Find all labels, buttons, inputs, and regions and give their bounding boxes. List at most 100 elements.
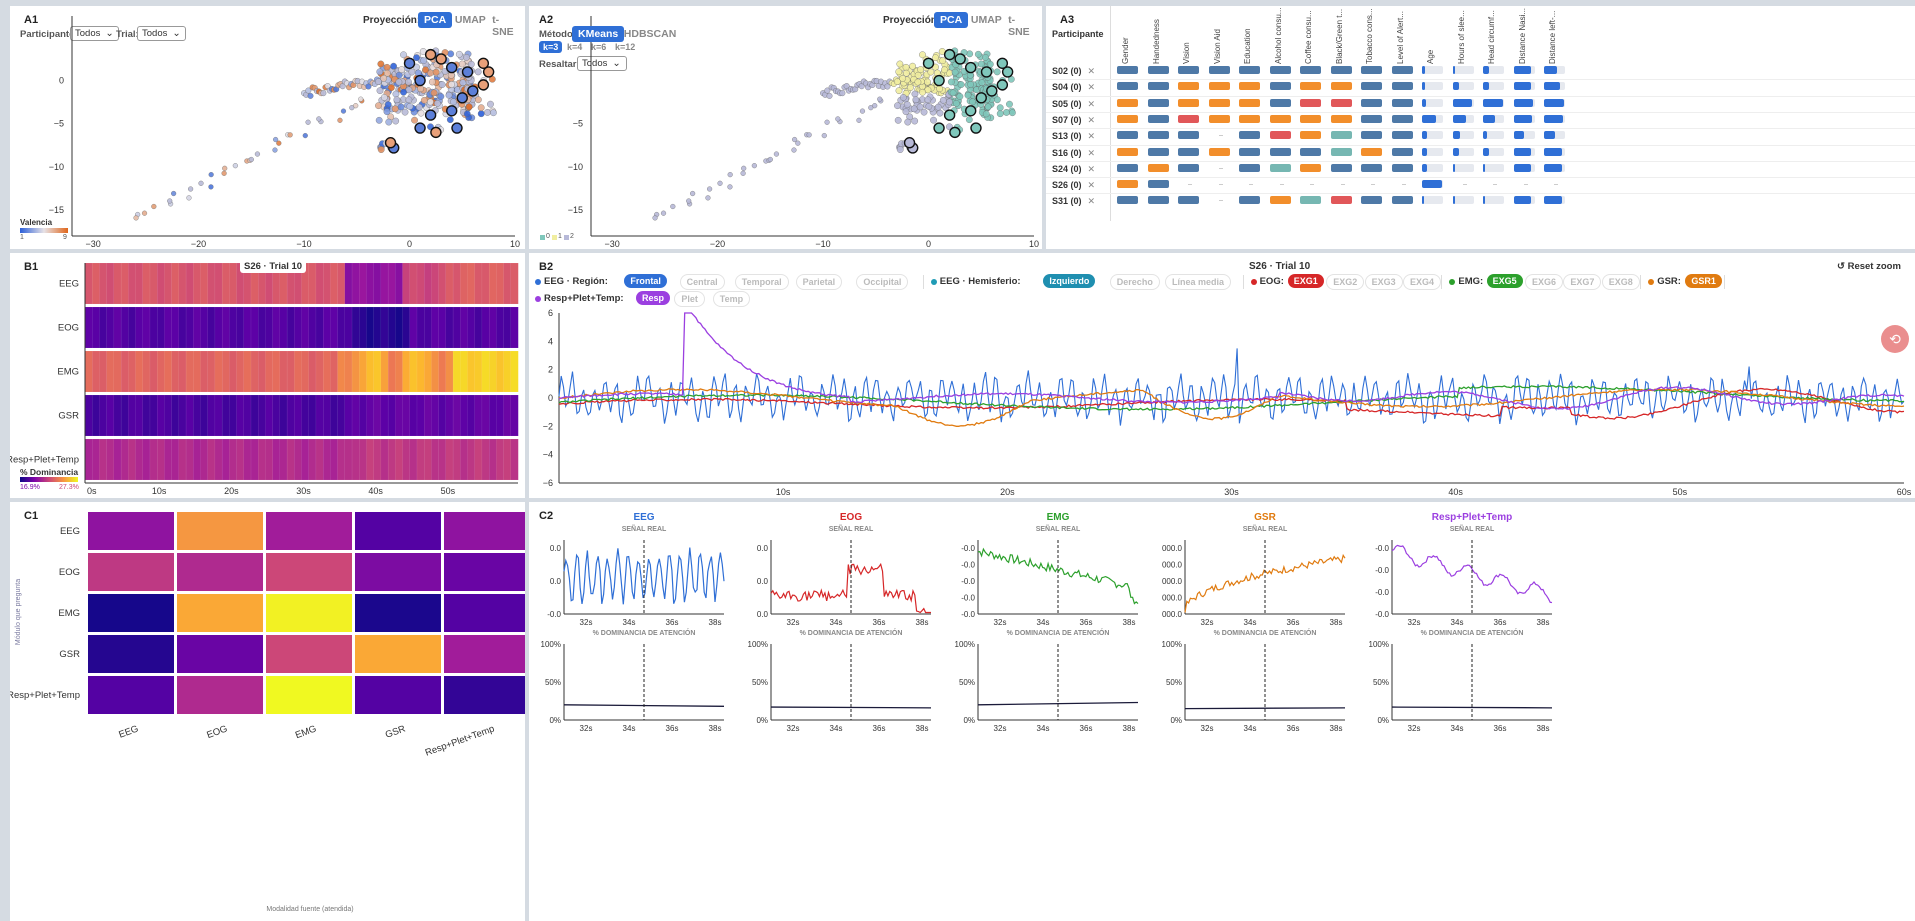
participant-row-label: S04 (0) ✕ bbox=[1052, 82, 1095, 93]
filter-pill[interactable]: Temporal bbox=[734, 274, 789, 290]
c2-real-y-tick: 0.0 bbox=[550, 544, 562, 553]
remove-participant-icon[interactable]: ✕ bbox=[1087, 131, 1096, 142]
b1-cell bbox=[366, 438, 375, 481]
b2-x-tick: 30s bbox=[1224, 487, 1239, 497]
filter-pill[interactable]: Parietal bbox=[795, 274, 843, 290]
category-cell bbox=[1300, 147, 1321, 156]
a2-method-tab-0[interactable]: KMeans bbox=[572, 26, 625, 42]
highlighted-point bbox=[996, 57, 1009, 69]
filter-pill[interactable]: Occipital bbox=[856, 274, 909, 290]
remove-participant-icon[interactable]: ✕ bbox=[1087, 114, 1096, 125]
b1-cell bbox=[164, 350, 173, 393]
remove-participant-icon[interactable]: ✕ bbox=[1087, 66, 1096, 76]
c2-real-x-tick: 34s bbox=[1244, 618, 1257, 627]
category-cell bbox=[1361, 163, 1382, 172]
highlighted-point bbox=[975, 92, 987, 104]
c1-attention-matrix[interactable]: EEG EOG EMG GSR Resp+Plet+Temp EEG EOG EMG GSR Re… bbox=[10, 502, 525, 921]
b1-cell bbox=[236, 394, 245, 437]
category-cell bbox=[1269, 98, 1291, 107]
scatter-point bbox=[930, 116, 937, 124]
b1-cell bbox=[193, 262, 201, 305]
c2-att-x-tick: 38s bbox=[1537, 724, 1550, 733]
b1-cell bbox=[120, 262, 129, 305]
participant-select[interactable]: Todos bbox=[70, 26, 119, 41]
trial-select[interactable]: Todos bbox=[137, 26, 186, 41]
k-tab-3[interactable]: k=12 bbox=[615, 42, 636, 52]
k-tab-0[interactable]: k=3 bbox=[539, 41, 563, 53]
k-tab-2[interactable]: k=6 bbox=[591, 42, 607, 52]
filter-pill[interactable]: Izquierdo bbox=[1043, 274, 1096, 288]
translate-icon[interactable]: ⟲ bbox=[1881, 325, 1909, 353]
filter-pill[interactable]: EXG5 bbox=[1486, 274, 1523, 288]
b1-cell bbox=[503, 438, 512, 481]
remove-participant-icon[interactable]: ✕ bbox=[1087, 196, 1096, 207]
remove-participant-icon[interactable]: ✕ bbox=[1087, 163, 1096, 174]
a2-method-tab-1[interactable]: HDBSCAN bbox=[623, 28, 677, 40]
filter-pill[interactable]: Plet bbox=[674, 291, 705, 307]
b2-title: S26 · Trial 10 bbox=[1249, 261, 1311, 272]
b1-cell bbox=[229, 394, 237, 437]
a1-projection-tab-0[interactable]: PCA bbox=[418, 12, 453, 28]
remove-participant-icon[interactable]: ✕ bbox=[1087, 82, 1096, 93]
numeric-cell-track bbox=[1483, 66, 1504, 74]
filter-pill[interactable]: Temp bbox=[712, 291, 751, 307]
numeric-cell-track bbox=[1422, 66, 1443, 74]
b1-cell bbox=[351, 438, 360, 481]
b1-cell bbox=[387, 262, 396, 305]
filter-pill[interactable]: EXG4 bbox=[1403, 274, 1442, 290]
category-cell bbox=[1330, 98, 1352, 107]
scatter-point bbox=[353, 103, 359, 109]
valence-legend-min: 1 bbox=[20, 234, 24, 241]
filter-pill[interactable]: EXG6 bbox=[1525, 274, 1564, 290]
filter-pill[interactable]: Línea media bbox=[1165, 274, 1232, 290]
highlight-select[interactable]: Todos bbox=[577, 56, 627, 71]
category-cell bbox=[1300, 66, 1321, 74]
b1-dominance-heatmap[interactable]: EEG EOG EMG GSR Resp+Plet+Temp 0s 10s 20s 30s 40s… bbox=[10, 253, 525, 498]
filter-pill[interactable]: GSR1 bbox=[1685, 274, 1722, 288]
category-cell bbox=[1361, 66, 1382, 74]
y-tick-label: −15 bbox=[568, 205, 583, 215]
filter-pill[interactable]: Resp bbox=[636, 291, 671, 305]
highlighted-point bbox=[943, 48, 956, 61]
remove-participant-icon[interactable]: ✕ bbox=[1087, 98, 1096, 109]
remove-participant-icon[interactable]: ✕ bbox=[1087, 147, 1096, 158]
a1-projection-tab-2[interactable]: t-SNE bbox=[492, 14, 514, 38]
a2-projection-tab-1[interactable]: UMAP bbox=[970, 14, 1002, 26]
b1-cell bbox=[474, 350, 483, 393]
participant-id: S31 (0) bbox=[1052, 196, 1082, 207]
a2-projection-tab-0[interactable]: PCA bbox=[934, 12, 969, 28]
b2-x-tick: 40s bbox=[1448, 487, 1463, 497]
category-cell bbox=[1147, 196, 1169, 205]
b1-cell bbox=[359, 350, 367, 393]
highlighted-point bbox=[949, 126, 961, 139]
scatter-point bbox=[965, 116, 973, 124]
k-tab-1[interactable]: k=4 bbox=[567, 42, 583, 52]
filter-pill[interactable]: EXG1 bbox=[1287, 274, 1324, 288]
filter-pill[interactable]: EXG3 bbox=[1364, 274, 1403, 290]
filter-pill[interactable]: Derecho bbox=[1109, 274, 1160, 290]
scatter-point bbox=[974, 50, 982, 58]
c1-row-label: GSR bbox=[59, 649, 80, 660]
b1-cell bbox=[142, 262, 151, 305]
remove-participant-icon[interactable]: ✕ bbox=[1087, 180, 1096, 191]
filter-pill[interactable]: EXG2 bbox=[1326, 274, 1365, 290]
filter-pill[interactable]: EXG8 bbox=[1601, 274, 1640, 290]
b1-cell bbox=[424, 262, 432, 305]
a1-scatter-plot[interactable]: −30 −20 −10 0 10 0 −5 −10 −15 bbox=[10, 6, 525, 249]
scatter-point bbox=[392, 117, 400, 125]
filter-pill[interactable]: Frontal bbox=[624, 274, 667, 288]
numeric-cell-fill bbox=[1483, 98, 1503, 107]
a2-scatter-plot[interactable]: −30 −20 −10 0 10−5−10−15 bbox=[529, 6, 1042, 249]
a1-projection-tab-1[interactable]: UMAP bbox=[454, 14, 486, 26]
filter-pill[interactable]: EXG7 bbox=[1563, 274, 1602, 290]
reset-zoom-button[interactable]: ↺ Reset zoom bbox=[1837, 261, 1901, 272]
b2-y-tick: 6 bbox=[548, 308, 553, 318]
filter-pill[interactable]: Central bbox=[679, 274, 725, 290]
numeric-cell-track bbox=[1452, 147, 1474, 156]
a2-projection-tab-2[interactable]: t-SNE bbox=[1008, 14, 1030, 38]
b2-signal-chart[interactable]: 6 4 2 0 −2 −4 −6 10s 20s 30s 40s 50s 60s bbox=[529, 253, 1915, 498]
b1-cell bbox=[207, 262, 216, 305]
category-cell bbox=[1239, 66, 1260, 74]
scatter-point bbox=[859, 108, 866, 114]
